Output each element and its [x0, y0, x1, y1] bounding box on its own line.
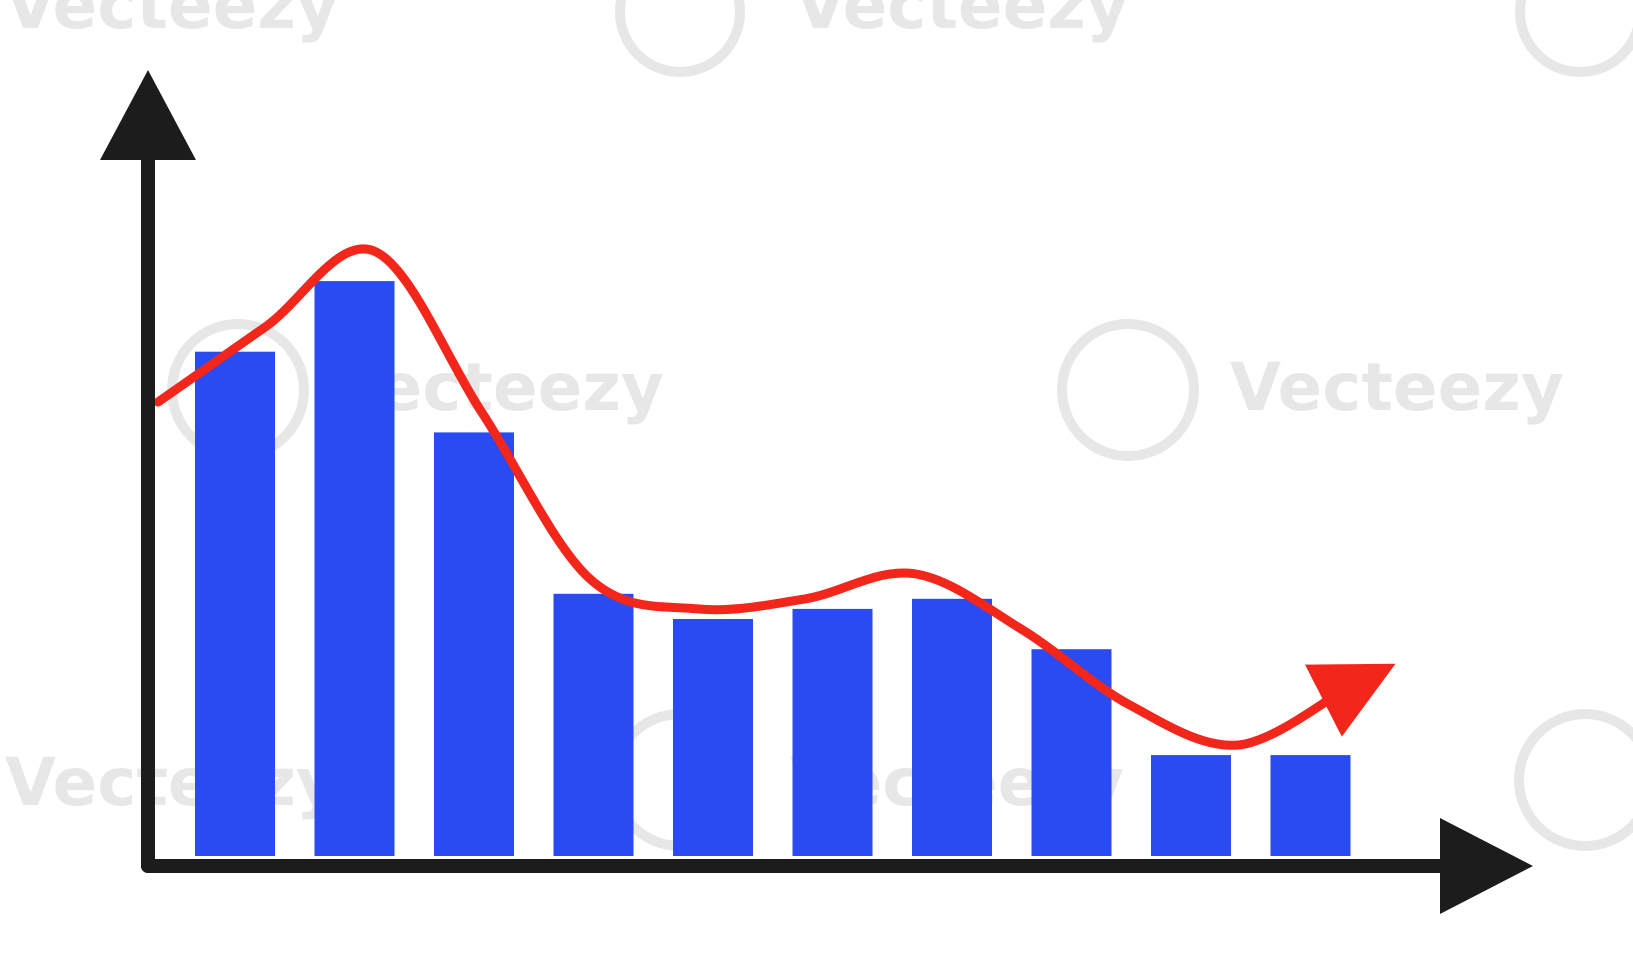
- vecteezy-logo-icon: [1514, 709, 1633, 851]
- bar: [792, 608, 873, 856]
- bar: [314, 281, 395, 857]
- bar: [1270, 755, 1351, 856]
- vecteezy-logo-icon: [1057, 319, 1199, 461]
- watermark-text: Vecteezy: [5, 0, 339, 44]
- watermark-text: Vecteezy: [795, 0, 1129, 44]
- watermark-text: Vecteezy: [1230, 349, 1564, 426]
- watermark-text: Vecteezy: [5, 744, 339, 821]
- vecteezy-logo-icon: [615, 0, 745, 77]
- bar: [673, 619, 753, 856]
- bar: [1151, 755, 1231, 856]
- bar: [912, 598, 992, 856]
- trend-line: [153, 244, 1396, 750]
- bar: [434, 432, 514, 856]
- y-axis-arrow-icon: [100, 70, 196, 160]
- bar: [553, 593, 634, 856]
- bar-series: [195, 281, 1351, 857]
- vecteezy-logo-icon: [1515, 0, 1633, 77]
- bar: [195, 351, 275, 856]
- x-axis-arrow-icon: [1440, 818, 1533, 914]
- watermark-top: Vecteezy Vecteezy: [5, 0, 1633, 77]
- axes: [100, 70, 1533, 914]
